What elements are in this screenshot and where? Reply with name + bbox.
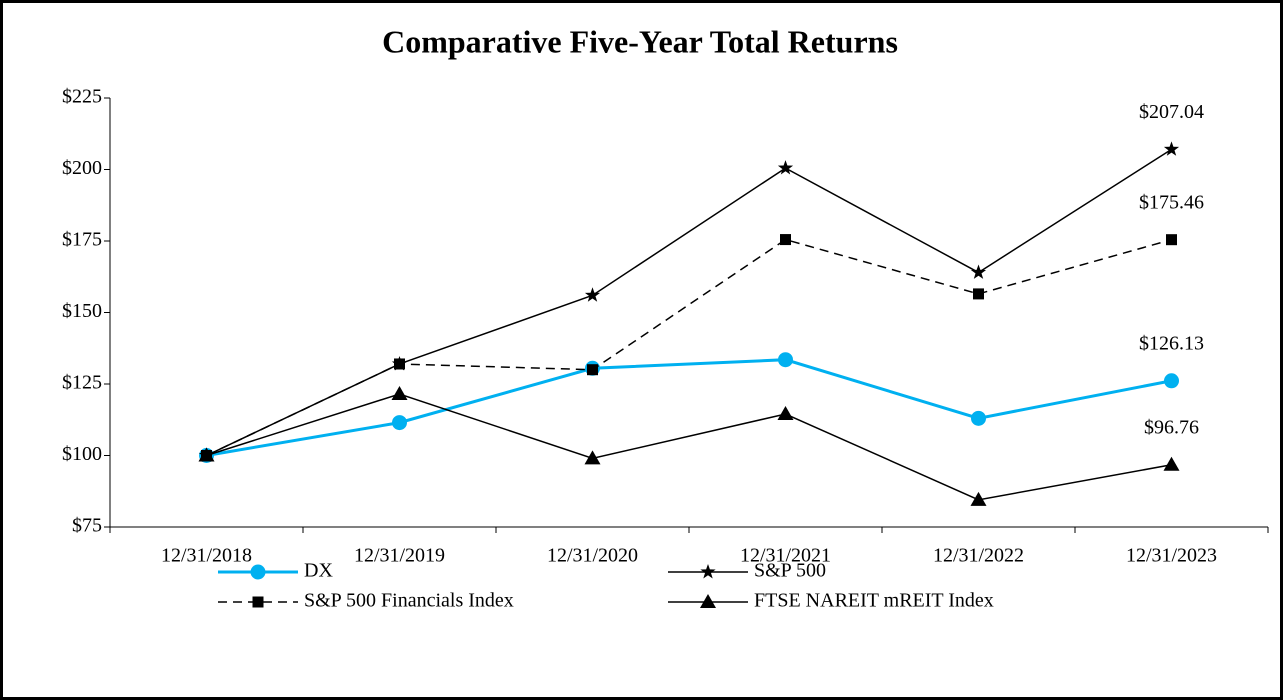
marker: [584, 287, 601, 302]
legend-marker: [250, 564, 266, 580]
marker: [1163, 141, 1180, 156]
data-label: $175.46: [1139, 191, 1204, 213]
data-label: $207.04: [1139, 101, 1204, 123]
legend-marker: [700, 594, 716, 608]
marker: [777, 406, 794, 421]
marker: [1166, 234, 1177, 246]
x-tick-label: 12/31/2023: [1126, 545, 1217, 567]
legend-marker: [700, 564, 716, 579]
marker: [780, 234, 791, 246]
series-line: [206, 393, 1172, 501]
marker: [777, 160, 794, 175]
y-tick-label: $200: [62, 157, 102, 179]
series-line: [206, 358, 1172, 457]
x-tick-label: 12/31/2019: [354, 545, 445, 567]
legend-label: DX: [304, 560, 333, 582]
legend-label: S&P 500 Financials Index: [304, 590, 514, 612]
marker: [778, 352, 793, 368]
legend-marker: [252, 596, 264, 608]
x-tick-label: 12/31/2018: [161, 545, 252, 567]
marker: [198, 447, 215, 462]
y-tick-label: $175: [62, 229, 102, 251]
marker: [392, 415, 407, 431]
marker: [587, 364, 598, 376]
legend-label: FTSE NAREIT mREIT Index: [754, 590, 994, 612]
marker: [391, 386, 408, 401]
y-tick-label: $100: [62, 443, 102, 465]
y-tick-label: $150: [62, 300, 102, 322]
marker: [971, 410, 986, 426]
marker: [973, 288, 984, 300]
chart-title: Comparative Five-Year Total Returns: [382, 23, 898, 59]
series-line: [206, 148, 1172, 457]
data-label: $96.76: [1144, 416, 1199, 438]
y-tick-label: $75: [72, 515, 102, 537]
marker: [584, 450, 601, 465]
x-tick-label: 12/31/2021: [740, 545, 831, 567]
y-tick-label: $225: [62, 86, 102, 108]
marker: [970, 264, 987, 279]
x-tick-label: 12/31/2022: [933, 545, 1024, 567]
data-label: $126.13: [1139, 332, 1204, 354]
marker: [1163, 456, 1180, 471]
marker: [970, 491, 987, 506]
series-line: [206, 238, 1172, 457]
y-tick-label: $125: [62, 372, 102, 394]
legend-label: S&P 500: [754, 560, 826, 582]
marker: [1164, 373, 1179, 389]
marker: [394, 358, 405, 370]
x-tick-label: 12/31/2020: [547, 545, 638, 567]
